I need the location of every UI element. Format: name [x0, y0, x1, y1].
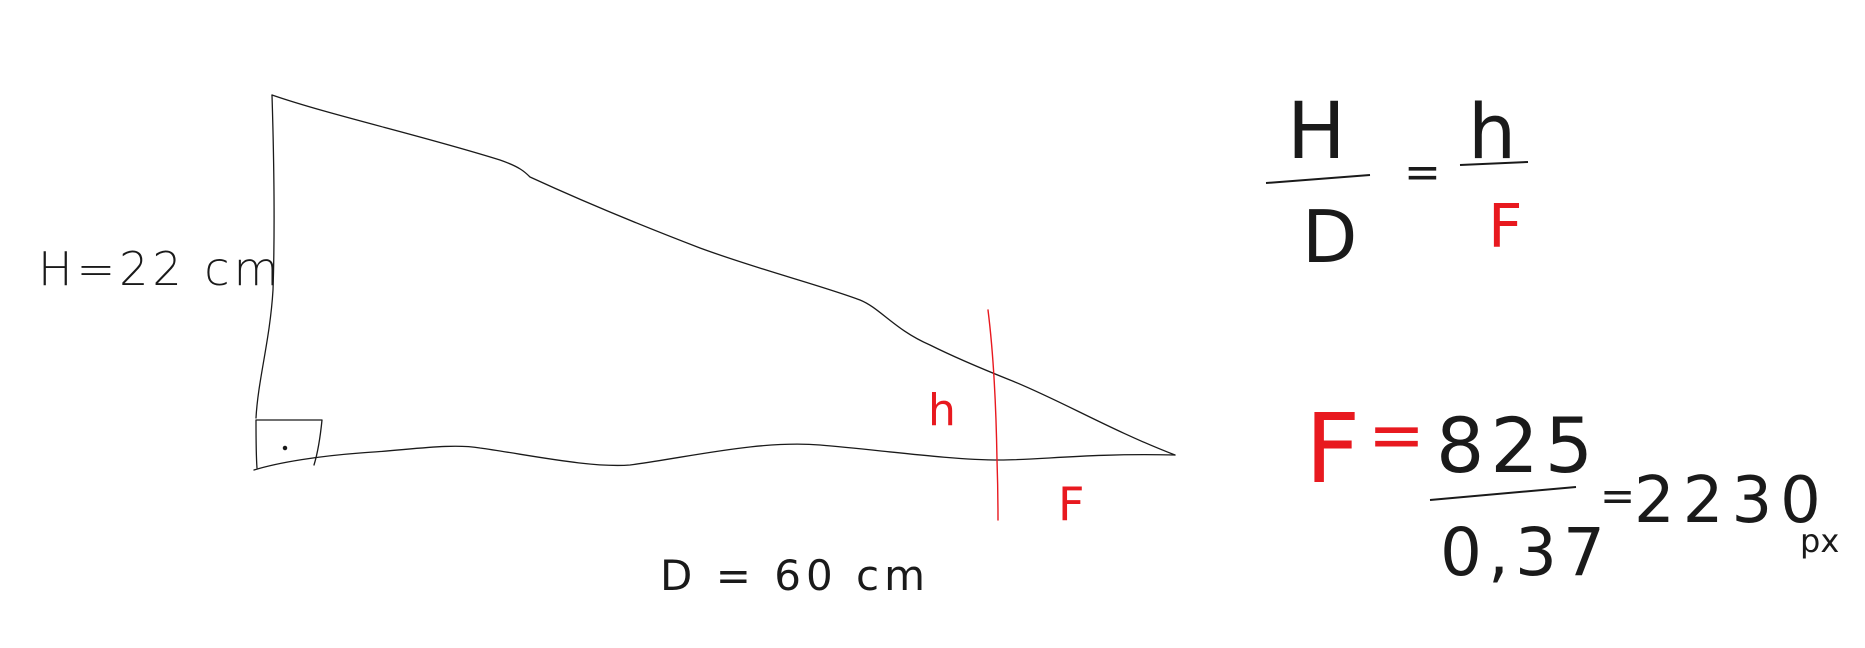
result-variable: F	[1305, 393, 1360, 505]
result-equals-2: =	[1600, 471, 1635, 520]
small-height-label: h	[928, 385, 956, 436]
base-label: D = 60 cm	[660, 551, 930, 600]
result-unit: px	[1800, 522, 1839, 560]
proportion-bottom-left: D	[1302, 195, 1357, 279]
result-value: 2230	[1634, 464, 1829, 538]
result-denominator: 0,37	[1440, 514, 1611, 591]
triangle-base	[253, 443, 1176, 471]
proportion-left-fraction-bar	[1265, 174, 1371, 184]
proportion-equals: =	[1404, 147, 1441, 198]
right-angle-dot	[282, 445, 288, 451]
proportion-top-left: H	[1287, 87, 1346, 177]
height-marker-line	[987, 309, 999, 521]
triangle-vertical-side	[255, 94, 275, 419]
small-base-label: F	[1058, 477, 1084, 531]
proportion-top-right: h	[1468, 87, 1516, 176]
result-equals: =	[1368, 396, 1425, 475]
proportion-bottom-right: F	[1488, 192, 1523, 262]
proportion-right-fraction-bar	[1459, 161, 1529, 166]
triangle-hypotenuse	[271, 94, 1176, 456]
result-fraction-bar	[1429, 486, 1577, 501]
right-angle-marker	[255, 419, 323, 469]
result-numerator: 825	[1436, 401, 1599, 490]
height-label: H=22 cm	[38, 242, 282, 296]
